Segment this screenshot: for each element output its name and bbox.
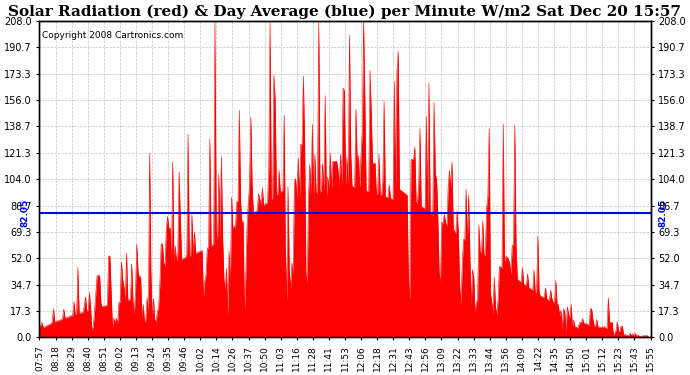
Text: Copyright 2008 Cartronics.com: Copyright 2008 Cartronics.com	[43, 31, 184, 40]
Text: 82.05: 82.05	[658, 198, 667, 227]
Text: 82.05: 82.05	[20, 198, 29, 227]
Title: Solar Radiation (red) & Day Average (blue) per Minute W/m2 Sat Dec 20 15:57: Solar Radiation (red) & Day Average (blu…	[8, 4, 682, 18]
